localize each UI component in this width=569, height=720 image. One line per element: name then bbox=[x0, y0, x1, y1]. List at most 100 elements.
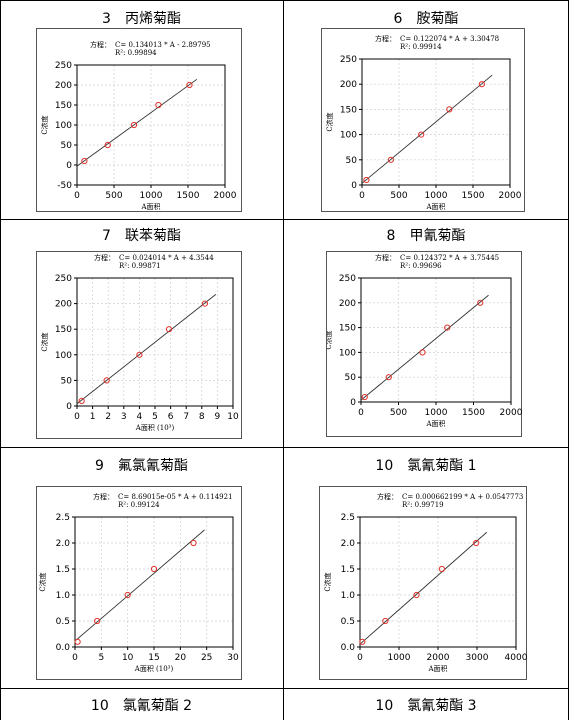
x-tick-label: 1 bbox=[90, 412, 96, 422]
y-tick-label: 150 bbox=[55, 101, 72, 111]
x-tick-label: 3 bbox=[121, 412, 127, 422]
x-tick-label: 1000 bbox=[425, 191, 448, 201]
fit-line bbox=[361, 74, 493, 184]
cell-title-fenpropathrin: 8 甲氰菊酯 bbox=[386, 228, 466, 244]
x-tick-label: 5 bbox=[152, 412, 158, 422]
y-tick-label: 100 bbox=[55, 351, 72, 361]
equation-prefix: 方程： bbox=[90, 40, 111, 49]
x-tick-label: 7 bbox=[183, 412, 189, 422]
data-point bbox=[478, 81, 485, 88]
equation-prefix: 方程： bbox=[375, 34, 396, 43]
r-squared-text: R²: 0.99914 bbox=[400, 43, 442, 51]
data-point bbox=[94, 617, 101, 625]
equation-prefix: 方程： bbox=[377, 492, 398, 501]
x-tick-label: 2 bbox=[105, 412, 111, 422]
x-tick-label: 1500 bbox=[462, 408, 485, 418]
y-tick-label: 150 bbox=[339, 324, 356, 334]
cell-title-cyfluthrin: 9 氟氯氰菊酯 bbox=[95, 458, 188, 474]
r-squared-text: R²: 0.99124 bbox=[118, 501, 160, 509]
fit-line bbox=[360, 294, 489, 401]
data-point bbox=[124, 591, 131, 599]
data-point bbox=[363, 176, 370, 184]
data-point bbox=[438, 565, 446, 573]
x-axis-label: A面积 (10³) bbox=[134, 664, 174, 673]
data-point bbox=[385, 374, 392, 381]
data-point bbox=[361, 393, 368, 401]
r-squared-text: R²: 0.99696 bbox=[400, 262, 442, 270]
data-point bbox=[103, 377, 110, 384]
r-squared-text: R²: 0.99894 bbox=[115, 49, 157, 57]
y-tick-label: 100 bbox=[55, 121, 72, 131]
x-tick-label: 10 bbox=[227, 412, 239, 422]
y-tick-label: 50 bbox=[346, 156, 358, 166]
data-point bbox=[444, 324, 451, 331]
chart-panel-fenpropathrin: 方程： C= 0.124372 * A + 3.75445 R²: 0.99696 0… bbox=[326, 251, 523, 437]
x-tick-label: 25 bbox=[201, 653, 212, 663]
x-axis-label: A面积 bbox=[425, 419, 445, 428]
x-tick-label: 0 bbox=[358, 408, 364, 418]
data-point bbox=[418, 131, 425, 138]
data-point bbox=[419, 349, 426, 356]
equation-prefix: 方程： bbox=[375, 253, 396, 262]
x-tick-label: 2000 bbox=[214, 191, 237, 201]
data-point bbox=[186, 81, 193, 89]
data-point bbox=[150, 565, 158, 573]
x-tick-label: 3000 bbox=[466, 653, 489, 663]
data-point bbox=[190, 539, 197, 547]
equation-text: C= 0.024014 * A + 4.3544 bbox=[119, 254, 214, 262]
y-tick-label: 150 bbox=[55, 325, 72, 335]
data-point bbox=[446, 106, 453, 113]
y-tick-label: 1.5 bbox=[341, 565, 355, 575]
x-tick-label: 0 bbox=[72, 653, 78, 663]
chart-panel-cypermethrin-1: 方程： C= 0.000662199 * A + 0.0547773 R²: 0.9… bbox=[319, 486, 528, 680]
data-point bbox=[78, 397, 85, 404]
x-tick-label: 1000 bbox=[425, 408, 448, 418]
y-tick-label: 2.5 bbox=[56, 513, 70, 523]
x-tick-label: 4000 bbox=[505, 653, 528, 663]
y-tick-label: 200 bbox=[55, 81, 72, 91]
y-tick-label: 2.0 bbox=[341, 539, 356, 549]
data-point bbox=[136, 351, 143, 358]
equation-text: C= 0.122074 * A + 3.30478 bbox=[400, 35, 499, 43]
y-tick-label: 100 bbox=[340, 131, 357, 141]
data-point bbox=[473, 539, 480, 547]
x-tick-label: 2000 bbox=[427, 653, 450, 663]
y-tick-label: 200 bbox=[340, 80, 357, 90]
cell-title-cypermethrin-2: 10 氯氰菊酯 2 bbox=[90, 698, 193, 714]
y-tick-label: 0 bbox=[66, 402, 72, 412]
y-tick-label: 1.0 bbox=[341, 591, 356, 601]
y-tick-label: 50 bbox=[61, 141, 73, 151]
equation-text: C= 8.69015e-05 * A + 0.114921 bbox=[118, 493, 233, 501]
data-point bbox=[130, 121, 138, 129]
y-tick-label: 50 bbox=[345, 373, 357, 383]
x-tick-label: 1000 bbox=[388, 653, 411, 663]
x-axis-label: A面积 bbox=[425, 202, 445, 211]
data-point bbox=[413, 591, 420, 599]
y-tick-label: 200 bbox=[55, 300, 72, 310]
y-tick-label: -50 bbox=[57, 181, 72, 191]
y-axis-label: C浓度 bbox=[40, 332, 49, 351]
fit-line bbox=[359, 531, 488, 645]
y-axis-label: C浓度 bbox=[323, 572, 332, 591]
equation-prefix: 方程： bbox=[94, 253, 115, 262]
x-tick-label: 30 bbox=[227, 653, 239, 663]
chart-panel-cyfluthrin: 方程： C= 8.69015e-05 * A + 0.114921 R²: 0.99… bbox=[36, 486, 242, 680]
y-tick-label: 0.5 bbox=[56, 617, 70, 627]
y-tick-label: 200 bbox=[339, 299, 356, 309]
cell-title-allethrin: 3 丙烯菊酯 bbox=[102, 11, 181, 27]
x-tick-label: 5 bbox=[98, 653, 104, 663]
y-tick-label: 150 bbox=[340, 105, 357, 115]
chart-panel-bifenthrin: 方程： C= 0.024014 * A + 4.3544 R²: 0.99871 0 1… bbox=[36, 251, 242, 439]
y-tick-label: 100 bbox=[339, 348, 356, 358]
x-tick-label: 4 bbox=[137, 412, 143, 422]
y-tick-label: 0 bbox=[350, 398, 356, 408]
x-tick-label: 20 bbox=[175, 653, 187, 663]
data-point bbox=[74, 638, 81, 645]
y-tick-label: 50 bbox=[61, 376, 73, 386]
data-point bbox=[104, 141, 111, 149]
x-tick-label: 1500 bbox=[462, 191, 485, 201]
data-point bbox=[382, 617, 389, 625]
y-tick-label: 250 bbox=[55, 61, 72, 71]
equation-text: C= 0.000662199 * A + 0.0547773 bbox=[402, 493, 523, 501]
